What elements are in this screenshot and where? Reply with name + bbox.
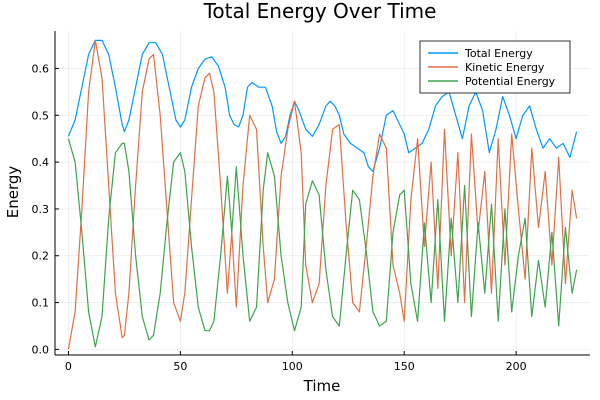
- x-tick-label: 50: [173, 360, 187, 373]
- y-tick-label: 0.0: [32, 343, 50, 356]
- x-tick-label: 100: [282, 360, 303, 373]
- total-energy-legend-label: Total Energy: [464, 47, 533, 60]
- grid: [55, 31, 590, 355]
- y-tick-label: 0.2: [32, 250, 50, 263]
- x-tick-label: 200: [506, 360, 527, 373]
- x-axis-label: Time: [303, 377, 341, 395]
- y-tick-label: 0.1: [32, 297, 50, 310]
- y-axis-label: Energy: [4, 166, 22, 219]
- y-tick-label: 0.5: [32, 109, 50, 122]
- total-energy-series-line: [67, 39, 578, 173]
- series-layer: [67, 39, 578, 350]
- x-tick-label: 0: [65, 360, 72, 373]
- kinetic-energy-legend-label: Kinetic Energy: [465, 61, 545, 74]
- chart-title: Total Energy Over Time: [203, 0, 437, 23]
- kinetic-energy-series-line: [67, 39, 578, 350]
- potential-energy-legend-label: Potential Energy: [465, 75, 556, 88]
- y-tick-label: 0.3: [32, 203, 50, 216]
- y-tick-label: 0.4: [32, 156, 50, 169]
- x-tick-label: 150: [394, 360, 415, 373]
- axes: 0 50 100 150 200 0.0 0.1 0.2 0.3 0.4 0.5 0.6: [32, 31, 590, 373]
- potential-energy-series-line: [67, 138, 578, 348]
- y-tick-label: 0.6: [32, 62, 50, 75]
